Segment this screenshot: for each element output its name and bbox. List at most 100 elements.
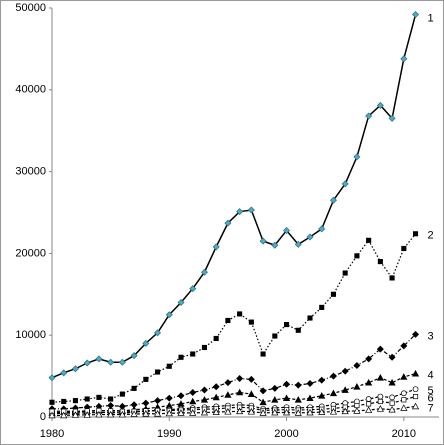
marker <box>72 398 79 404</box>
marker <box>341 386 349 393</box>
marker <box>154 329 162 337</box>
marker <box>165 394 173 402</box>
series-label: 5 <box>428 385 434 397</box>
marker <box>130 352 138 360</box>
x-tick-label: 2010 <box>392 428 416 440</box>
marker <box>342 270 348 276</box>
marker <box>189 397 197 405</box>
marker <box>178 354 184 360</box>
x-tick-label: 1980 <box>40 428 64 440</box>
marker <box>319 304 325 310</box>
marker <box>365 378 373 386</box>
marker <box>400 390 407 397</box>
marker <box>259 387 267 395</box>
marker <box>142 339 150 347</box>
marker <box>95 355 103 363</box>
marker <box>130 410 138 417</box>
marker <box>377 393 384 400</box>
marker <box>236 388 244 396</box>
marker <box>354 253 360 259</box>
y-tick-label: 30000 <box>15 166 46 178</box>
y-tick-label: 0 <box>40 411 46 423</box>
marker <box>411 402 420 410</box>
marker <box>259 398 267 406</box>
marker <box>61 398 67 405</box>
marker <box>165 409 173 417</box>
marker <box>412 386 419 393</box>
marker <box>49 399 55 405</box>
marker <box>282 408 291 416</box>
marker <box>200 386 208 394</box>
marker <box>213 335 219 342</box>
marker <box>200 396 209 403</box>
marker <box>354 402 360 409</box>
marker <box>236 407 244 415</box>
marker <box>259 409 267 416</box>
marker <box>283 322 290 328</box>
marker <box>201 344 208 351</box>
marker <box>154 369 161 375</box>
marker <box>401 245 407 252</box>
marker <box>247 407 255 415</box>
marker <box>107 358 115 366</box>
marker <box>283 380 291 388</box>
marker <box>412 11 420 19</box>
marker <box>143 376 149 382</box>
marker <box>60 411 68 419</box>
marker <box>400 342 408 350</box>
marker <box>271 241 279 249</box>
series-label: 3 <box>428 330 434 342</box>
marker <box>353 361 361 369</box>
marker <box>401 397 407 403</box>
marker <box>95 410 103 418</box>
marker <box>225 317 231 324</box>
marker <box>318 376 326 384</box>
marker <box>212 383 220 391</box>
marker <box>60 369 68 377</box>
marker <box>48 411 56 419</box>
marker <box>306 379 314 387</box>
marker <box>118 410 126 418</box>
marker <box>153 409 162 417</box>
marker <box>177 298 185 306</box>
marker <box>353 153 361 161</box>
marker <box>295 327 301 333</box>
marker <box>353 407 361 414</box>
y-tick-label: 20000 <box>15 247 46 259</box>
marker <box>376 374 384 381</box>
marker <box>330 291 337 297</box>
marker <box>224 219 232 227</box>
marker <box>388 405 396 413</box>
marker <box>365 406 373 413</box>
marker <box>83 359 91 367</box>
marker <box>142 409 150 417</box>
marker <box>329 389 338 397</box>
marker <box>294 381 302 389</box>
marker <box>166 363 172 369</box>
series-label: 2 <box>428 230 434 242</box>
marker <box>96 394 102 400</box>
marker <box>271 384 279 392</box>
marker <box>388 114 396 122</box>
marker <box>376 405 384 412</box>
marker <box>119 391 125 397</box>
marker <box>376 345 384 353</box>
marker <box>411 369 420 377</box>
marker <box>388 378 396 386</box>
marker <box>341 180 349 188</box>
marker <box>294 240 302 248</box>
marker <box>366 237 372 243</box>
marker <box>247 375 255 383</box>
marker <box>83 411 91 418</box>
series-label: 7 <box>428 402 434 414</box>
marker <box>318 392 326 399</box>
marker <box>118 358 126 366</box>
marker <box>224 379 232 387</box>
marker <box>260 351 266 357</box>
marker <box>365 112 373 120</box>
marker <box>84 396 90 402</box>
marker <box>389 275 395 281</box>
marker <box>247 206 255 214</box>
y-tick-label: 50000 <box>15 2 46 14</box>
